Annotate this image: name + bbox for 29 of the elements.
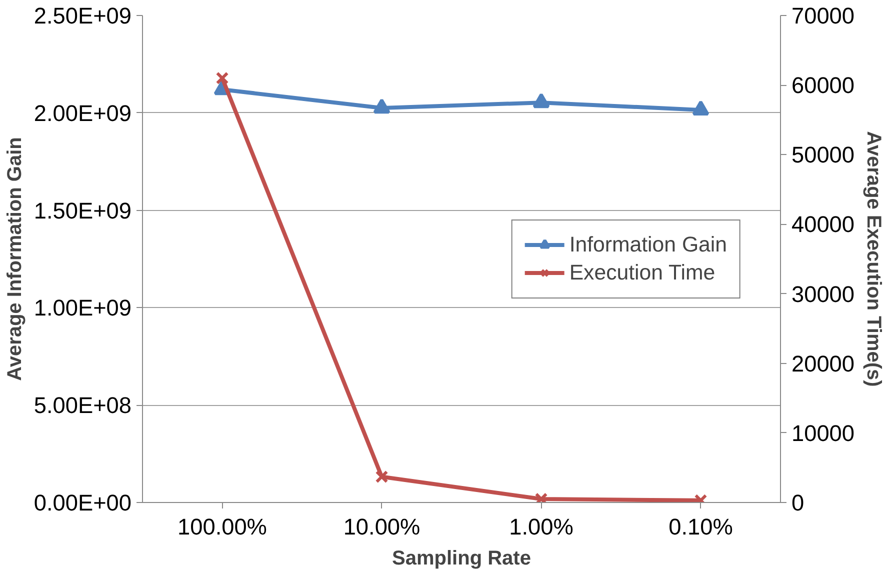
point	[216, 72, 229, 85]
y2-tick-label: 60000	[792, 72, 855, 98]
y-tick-label: 0.00E+00	[34, 490, 132, 516]
y-tick-label: 2.50E+09	[34, 2, 132, 28]
legend-label: Information Gain	[569, 232, 727, 257]
y-axis-title: Average Information Gain	[4, 137, 26, 381]
y2-tick-label: 20000	[792, 350, 855, 376]
point	[375, 470, 388, 484]
y2-tick-label: 30000	[792, 280, 855, 307]
y2-tick-label: 70000	[792, 2, 855, 28]
y-tick-label: 2.00E+09	[34, 100, 132, 126]
y-tick-label: 5.00E+08	[34, 392, 132, 418]
point	[692, 100, 710, 116]
x-tick-label: 0.10%	[668, 514, 733, 540]
point	[534, 492, 548, 502]
y2-axis-title: Average Execution Time(s)	[862, 131, 884, 387]
point	[532, 92, 550, 108]
point	[373, 98, 390, 114]
y-tick-label: 1.00E+09	[34, 294, 132, 321]
x-tick-label: 1.00%	[509, 514, 574, 540]
y2-tick-label: 50000	[792, 142, 855, 168]
y2-tick-label: 10000	[792, 420, 855, 446]
y-tick-label: 1.50E+09	[34, 197, 132, 224]
y2-tick-label: 40000	[792, 211, 855, 238]
legend-label: Execution Time	[569, 260, 716, 285]
x-tick-label: 10.00%	[343, 514, 420, 540]
x-axis-title: Sampling Rate	[392, 548, 531, 570]
x-tick-label: 100.00%	[178, 514, 267, 540]
y2-tick-label: 0	[792, 490, 804, 516]
